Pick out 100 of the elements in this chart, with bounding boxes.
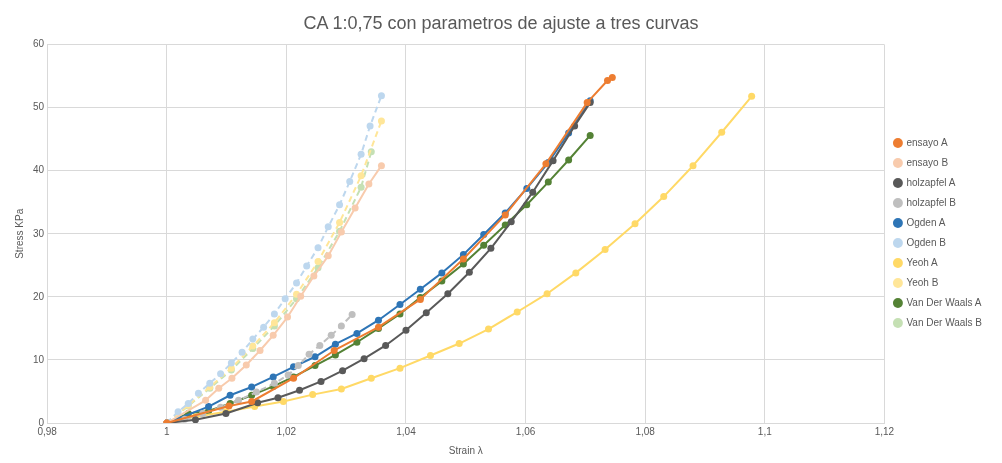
point <box>314 244 322 252</box>
point <box>366 122 374 130</box>
point <box>297 292 305 300</box>
point <box>324 223 332 231</box>
y-tick-label: 10 <box>33 353 45 365</box>
point <box>360 355 368 363</box>
point <box>416 285 424 293</box>
point <box>270 310 278 318</box>
point <box>487 244 495 252</box>
point <box>353 338 361 346</box>
point <box>248 398 256 406</box>
point <box>339 367 347 375</box>
point <box>485 325 492 333</box>
point <box>357 150 365 158</box>
point <box>305 350 313 358</box>
point <box>565 156 573 164</box>
point <box>330 346 338 354</box>
legend-label: Ogden A <box>906 216 946 228</box>
point <box>226 391 234 399</box>
point <box>324 252 332 260</box>
legend-label: holzapfel A <box>906 176 956 188</box>
point <box>194 389 202 397</box>
y-tick-label: 30 <box>33 227 45 239</box>
y-tick-label: 60 <box>33 38 45 50</box>
x-tick-label: 1 <box>163 425 170 437</box>
point <box>311 353 319 361</box>
point <box>228 374 236 382</box>
point <box>314 258 322 266</box>
point <box>348 311 356 319</box>
point <box>689 162 697 170</box>
point <box>249 335 257 343</box>
point <box>303 262 311 270</box>
y-axis-title: Stress KPa <box>13 208 25 259</box>
point <box>215 384 223 392</box>
point <box>274 394 282 402</box>
point <box>543 290 551 298</box>
point <box>256 346 264 354</box>
y-tick-label: 20 <box>33 290 45 302</box>
point <box>331 340 339 348</box>
point <box>174 408 182 416</box>
x-tick-label: 0,98 <box>37 425 58 437</box>
point <box>455 340 463 348</box>
legend-label: ensayo B <box>906 156 949 168</box>
point <box>438 269 446 277</box>
point <box>284 313 292 321</box>
point <box>748 92 756 100</box>
x-tick-label: 1,04 <box>396 425 417 437</box>
point <box>529 188 537 196</box>
point <box>269 373 277 381</box>
y-tick-label: 50 <box>33 101 45 113</box>
point <box>238 348 246 356</box>
point <box>718 128 726 136</box>
point <box>365 180 373 188</box>
legend-label: ensayo A <box>906 136 948 148</box>
point <box>336 201 344 209</box>
point <box>608 73 616 81</box>
point <box>549 157 557 165</box>
x-tick-label: 1,06 <box>515 425 536 437</box>
point <box>353 329 361 337</box>
x-tick-label: 1,02 <box>276 425 297 437</box>
point <box>351 204 359 212</box>
point <box>572 269 580 277</box>
point <box>396 300 404 308</box>
point <box>459 255 467 263</box>
point <box>422 309 430 317</box>
point <box>293 279 301 287</box>
point <box>309 391 317 399</box>
point <box>252 388 260 396</box>
point <box>357 172 365 180</box>
x-axis-title: Strain λ <box>448 444 483 456</box>
point <box>507 218 515 226</box>
point <box>260 323 268 331</box>
point <box>374 316 382 324</box>
point <box>377 117 385 125</box>
point <box>660 193 668 201</box>
point <box>294 362 302 370</box>
point <box>227 359 235 367</box>
point <box>396 364 404 372</box>
point <box>426 352 434 360</box>
point <box>346 177 354 185</box>
point <box>402 326 410 334</box>
legend-label: Van Der Waals B <box>906 316 983 328</box>
x-tick-label: 1,12 <box>874 425 895 437</box>
legend-label: Van Der Waals A <box>906 296 982 308</box>
y-tick-label: 0 <box>38 416 45 428</box>
legend-label: Ogden B <box>906 236 947 248</box>
point <box>202 396 210 404</box>
point <box>269 331 277 339</box>
point <box>337 322 345 330</box>
point <box>317 377 325 385</box>
point <box>336 218 344 226</box>
x-tick-label: 1,1 <box>757 425 773 437</box>
point <box>586 131 594 139</box>
point <box>248 383 256 391</box>
point <box>217 370 225 378</box>
point <box>631 220 639 228</box>
point <box>327 331 335 339</box>
point <box>316 341 324 349</box>
point <box>367 374 375 382</box>
legend-label: Yeoh B <box>906 276 939 288</box>
